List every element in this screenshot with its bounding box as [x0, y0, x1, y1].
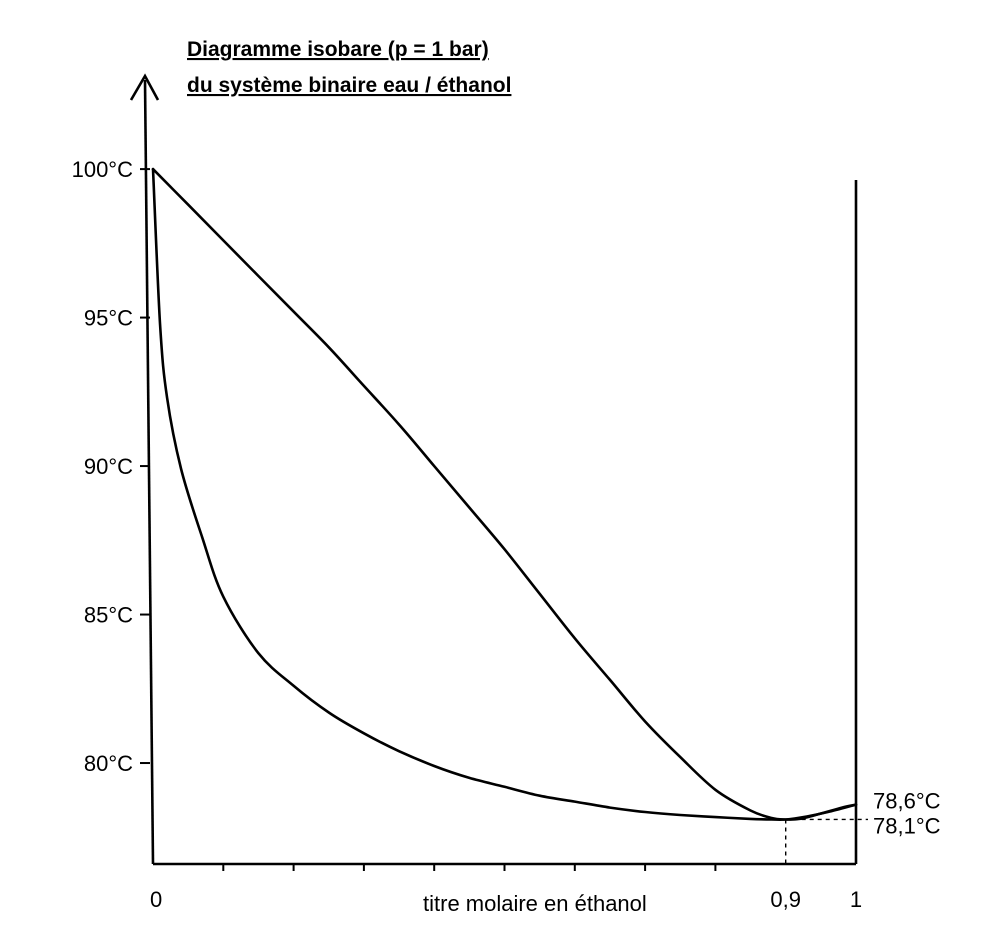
chart-subtitle: du système binaire eau / éthanol — [187, 74, 511, 97]
curves — [151, 167, 858, 822]
x-axis-label: titre molaire en éthanol — [423, 891, 647, 916]
y-tick-label: 80°C — [84, 751, 133, 776]
liquidus-curve — [151, 167, 858, 822]
x-tick-label: 0 — [150, 887, 162, 912]
y-axis — [129, 73, 160, 865]
x-ticks: 0 0,9 1 — [150, 864, 862, 912]
x-tick-label: 0,9 — [770, 887, 801, 912]
azeotrope-guides — [785, 818, 868, 864]
vapor-curve — [151, 167, 858, 821]
annotation-label: 78,6°C — [873, 789, 941, 814]
x-tick-label: 1 — [850, 887, 862, 912]
y-axis-line — [143, 79, 155, 865]
annotation-label: 78,1°C — [873, 813, 941, 838]
y-tick-label: 100°C — [72, 157, 134, 182]
annotations: 78,6°C78,1°C — [873, 789, 941, 839]
chart-title: Diagramme isobare (p = 1 bar) — [187, 38, 489, 61]
y-tick-label: 90°C — [84, 454, 133, 479]
y-ticks: 100°C 95°C 90°C 85°C 80°C — [72, 157, 150, 776]
y-tick-label: 95°C — [84, 306, 133, 331]
y-tick-label: 85°C — [84, 603, 133, 628]
y-axis-arrow-icon — [129, 73, 160, 101]
